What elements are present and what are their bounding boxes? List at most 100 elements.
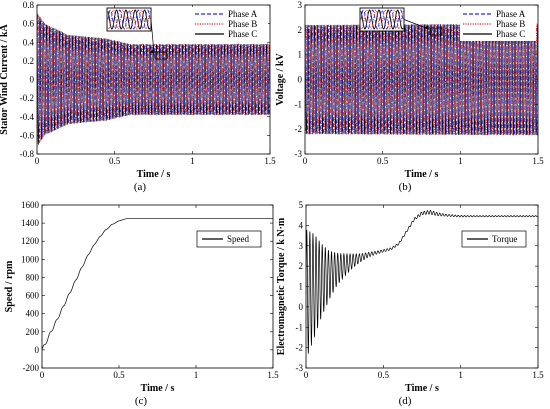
plot-area <box>42 218 273 350</box>
inset-wave <box>107 9 151 30</box>
x-tick-label: 1 <box>458 370 463 380</box>
legend-label: Phase A <box>228 9 258 19</box>
y-tick-label: -0.6 <box>20 130 35 140</box>
y-tick-label: -1 <box>296 322 304 332</box>
y-tick-label: -2 <box>295 124 303 134</box>
y-tick-label: 1600 <box>21 200 40 210</box>
x-axis-title: Time / s <box>137 169 171 180</box>
y-tick-label: -3 <box>296 363 304 373</box>
y-tick-label: 3 <box>299 241 304 251</box>
legend-label: Torque <box>492 234 517 244</box>
inset-wave <box>360 9 404 30</box>
y-tick-label: 1000 <box>21 254 40 264</box>
axes-frame <box>304 4 539 155</box>
panel-label: (a) <box>134 181 147 193</box>
x-tick-label: 1 <box>458 156 463 166</box>
y-tick-label: 2 <box>299 261 304 271</box>
zoom-arrow <box>150 19 155 54</box>
zoom-inset <box>359 7 405 32</box>
y-tick-label: 0.4 <box>23 37 35 47</box>
x-tick-label: 0.5 <box>109 156 121 166</box>
x-tick-label: 0 <box>40 370 45 380</box>
legend-box <box>461 230 527 248</box>
legend-label: Phase C <box>228 29 257 39</box>
y-tick-label: 600 <box>26 291 40 301</box>
panel-label: (c) <box>135 395 148 407</box>
x-tick-label: 1.5 <box>267 370 279 380</box>
y-tick-label: 800 <box>26 272 40 282</box>
x-tick-label: 0.5 <box>113 370 125 380</box>
y-tick-label: 200 <box>26 327 40 337</box>
y-tick-label: 2 <box>298 25 303 35</box>
series-line-speed <box>42 218 273 350</box>
x-axis-title: Time / s <box>405 383 439 394</box>
zoom-arrow-head <box>150 49 154 53</box>
axes-frame <box>36 4 271 155</box>
y-tick-label: 0.2 <box>23 56 34 66</box>
x-axis-title: Time / s <box>141 383 175 394</box>
y-tick-label: 0.8 <box>23 0 35 10</box>
y-tick-label: 400 <box>26 309 40 319</box>
series-line-phase-b <box>305 23 538 136</box>
zoom-arrow <box>403 19 430 30</box>
y-tick-label: -3 <box>295 149 303 159</box>
y-tick-label: 0 <box>30 75 35 85</box>
y-axis-title: Stator Wind Current / kA <box>0 24 10 135</box>
y-tick-label: -0.8 <box>20 149 35 159</box>
legend-label: Phase B <box>496 19 525 29</box>
plot-area <box>306 209 538 354</box>
series-line-phase-a <box>305 23 538 136</box>
y-tick-label: 0 <box>299 302 304 312</box>
zoom-marker <box>154 51 168 60</box>
series-line-torque <box>306 209 538 354</box>
x-tick-label: 1 <box>194 370 199 380</box>
x-tick-label: 0.5 <box>378 370 390 380</box>
legend-label: Phase A <box>496 9 526 19</box>
y-tick-label: 3 <box>298 0 303 10</box>
y-tick-label: 4 <box>299 220 304 230</box>
y-tick-label: 5 <box>299 200 304 210</box>
y-tick-label: 0.6 <box>23 19 35 29</box>
x-tick-label: 0 <box>303 156 308 166</box>
x-tick-label: 1 <box>190 156 195 166</box>
panel-label: (d) <box>399 395 412 407</box>
x-tick-label: 1.5 <box>532 156 544 166</box>
chart-panel-b: 0 0.5 1 1.5 -3 -2 -1 0 1 2 3 Time / s Voltage / kV (b… <box>275 0 544 193</box>
legend-label: Phase C <box>496 29 525 39</box>
x-axis-title: Time / s <box>405 169 439 180</box>
chart-panel-d: 0 0.5 1 1.5 -3 -2 -1 0 1 2 3 4 5 Time / s Electromagne… <box>276 200 544 407</box>
y-tick-label: -0.4 <box>20 112 35 122</box>
axes-frame <box>305 204 539 369</box>
y-tick-label: 1 <box>299 282 304 292</box>
chart-panel-c: 0 0.5 1 1.5-2000200400600800100012001400160… <box>4 200 279 407</box>
x-tick-label: 1.5 <box>264 156 276 166</box>
y-tick-label: -1 <box>295 99 303 109</box>
y-tick-label: 0 <box>35 345 40 355</box>
y-tick-label: 1 <box>298 50 303 60</box>
series-line-phase-a <box>37 13 270 144</box>
zoom-arrow-head <box>425 25 429 29</box>
y-axis-title: Voltage / kV <box>275 53 286 106</box>
legend-box <box>196 230 262 248</box>
x-tick-label: 1.5 <box>532 370 544 380</box>
legend-label: Speed <box>227 234 249 244</box>
y-tick-label: -0.2 <box>20 93 34 103</box>
y-tick-label: -200 <box>23 363 40 373</box>
x-tick-label: 0 <box>35 156 40 166</box>
y-axis-title: Speed / rpm <box>4 260 15 312</box>
chart-panel-a: 0 0.5 1 1.5 -0.8 -0.6 -0.4 -0.2 0 0.2 0.4 0.6 0.8 Tim… <box>0 0 276 193</box>
zoom-marker <box>429 27 443 36</box>
x-tick-label: 0 <box>304 370 309 380</box>
y-tick-label: -2 <box>296 343 304 353</box>
y-tick-label: 0 <box>298 75 303 85</box>
legend-label: Phase B <box>228 19 257 29</box>
panel-label: (b) <box>399 181 412 193</box>
zoom-inset <box>106 7 152 32</box>
y-axis-title: Electromagnetic Torque / k N·m <box>276 217 287 355</box>
axes-frame <box>41 204 274 369</box>
y-tick-label: 1200 <box>21 236 40 246</box>
series-line-phase-b <box>37 15 270 146</box>
x-tick-label: 0.5 <box>377 156 389 166</box>
y-tick-label: 1400 <box>21 218 40 228</box>
